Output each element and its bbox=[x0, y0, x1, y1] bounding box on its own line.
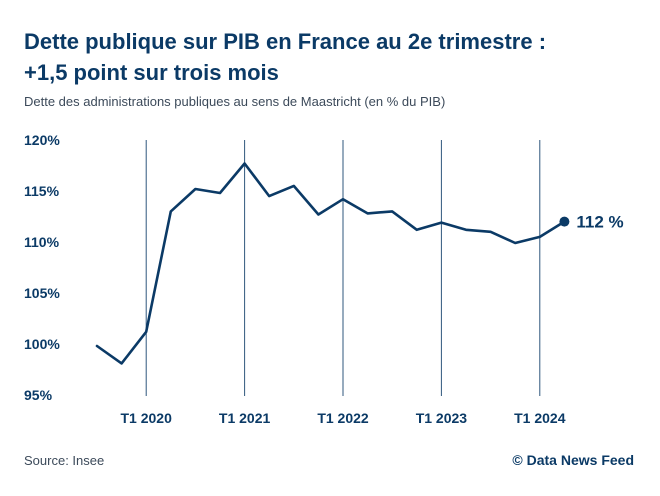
chart-title: Dette publique sur PIB en France au 2e t… bbox=[24, 26, 644, 88]
x-tick-label: T1 2020 bbox=[121, 410, 173, 426]
y-tick-label: 100% bbox=[24, 336, 60, 352]
y-tick-label: 115% bbox=[24, 183, 60, 199]
x-tick-label: T1 2022 bbox=[317, 410, 369, 426]
credit-note: © Data News Feed bbox=[512, 452, 634, 468]
end-point-label: 112 % bbox=[576, 213, 623, 232]
y-tick-label: 120% bbox=[24, 132, 60, 148]
chart-title-line-1: Dette publique sur PIB en France au 2e t… bbox=[24, 29, 547, 54]
x-tick-label: T1 2023 bbox=[416, 410, 468, 426]
series-line bbox=[95, 162, 566, 365]
end-point-marker bbox=[559, 216, 570, 227]
x-tick-label: T1 2021 bbox=[219, 410, 271, 426]
chart-title-line-2: +1,5 point sur trois mois bbox=[24, 60, 279, 85]
y-tick-label: 95% bbox=[24, 387, 53, 403]
chart-subtitle: Dette des administrations publiques au s… bbox=[24, 94, 446, 109]
y-tick-label: 105% bbox=[24, 285, 60, 301]
y-tick-label: 110% bbox=[24, 234, 60, 250]
source-note: Source: Insee bbox=[24, 453, 105, 468]
x-tick-label: T1 2024 bbox=[514, 410, 566, 426]
